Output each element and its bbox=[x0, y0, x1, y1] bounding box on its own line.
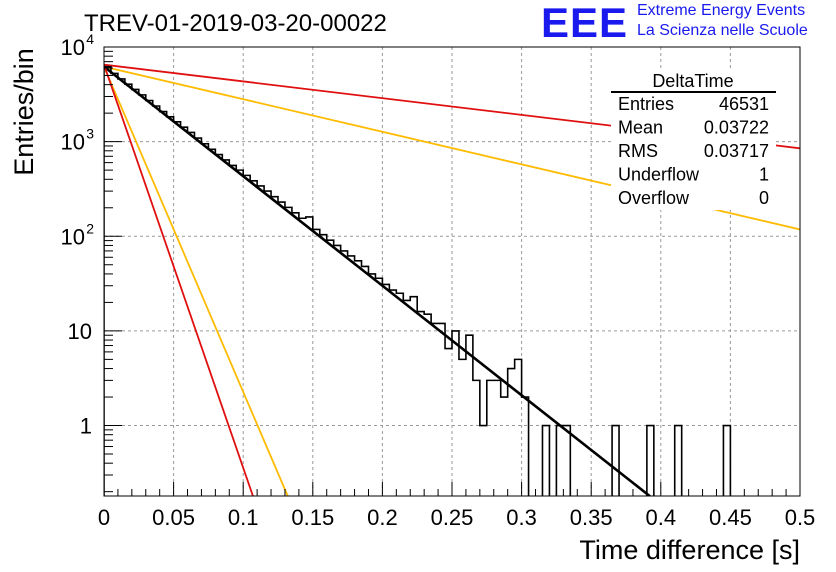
stats-label: Overflow bbox=[618, 188, 690, 208]
y-tick-exponent: 4 bbox=[86, 31, 94, 47]
x-tick-label: 0.25 bbox=[431, 505, 474, 530]
logo-tagline-2: La Scienza nelle Scuole bbox=[637, 22, 808, 39]
eee-logo: EEE bbox=[541, 0, 629, 46]
stats-label: RMS bbox=[618, 141, 658, 161]
stats-value: 1 bbox=[759, 165, 769, 185]
stats-value: 0 bbox=[759, 188, 769, 208]
x-tick-label: 0.45 bbox=[709, 505, 752, 530]
y-tick-exponent: 3 bbox=[86, 126, 94, 142]
histogram bbox=[104, 65, 732, 496]
stats-label: Underflow bbox=[618, 165, 700, 185]
x-tick-label: 0 bbox=[98, 505, 110, 530]
logo-tagline-1: Extreme Energy Events bbox=[637, 2, 806, 19]
histogram-outline bbox=[104, 65, 732, 496]
y-tick-label: 10 bbox=[61, 224, 85, 249]
stats-background bbox=[611, 70, 776, 210]
x-tick-label: 0.4 bbox=[646, 505, 677, 530]
stats-value: 46531 bbox=[719, 94, 769, 114]
stats-box: DeltaTime Entries 46531 Mean 0.03722 RMS 0.03… bbox=[611, 70, 776, 210]
x-tick-label: 0.3 bbox=[506, 505, 537, 530]
fit-curve bbox=[104, 65, 289, 496]
y-tick-label: 10 bbox=[68, 319, 92, 344]
x-tick-labels: 0 0.05 0.1 0.15 0.2 0.25 0.3 0.35 0.4 0.45 0.5 bbox=[98, 505, 815, 530]
stats-value: 0.03722 bbox=[704, 118, 769, 138]
stats-name: DeltaTime bbox=[652, 71, 733, 91]
y-tick-exponent: 2 bbox=[86, 220, 94, 236]
x-tick-label: 0.05 bbox=[152, 505, 195, 530]
x-tick-label: 0.2 bbox=[367, 505, 398, 530]
y-tick-label: 1 bbox=[80, 414, 92, 439]
fit-curve bbox=[104, 63, 254, 496]
y-tick-label: 10 bbox=[61, 35, 85, 60]
run-title: TREV-01-2019-03-20-00022 bbox=[84, 10, 387, 37]
stats-label: Mean bbox=[618, 118, 663, 138]
x-tick-label: 0.5 bbox=[785, 505, 816, 530]
stats-label: Entries bbox=[618, 94, 674, 114]
y-axis-title: Entries/bin bbox=[9, 48, 39, 176]
axis-ticks bbox=[103, 46, 801, 496]
stats-rows: Entries 46531 Mean 0.03722 RMS 0.03717Underfl… bbox=[618, 94, 769, 208]
y-tick-label: 10 bbox=[61, 130, 85, 155]
x-tick-label: 0.1 bbox=[228, 505, 259, 530]
x-axis-title: Time difference [s] bbox=[579, 535, 800, 565]
x-tick-label: 0.15 bbox=[291, 505, 334, 530]
stats-value: 0.03717 bbox=[704, 141, 769, 161]
x-tick-label: 0.35 bbox=[570, 505, 613, 530]
